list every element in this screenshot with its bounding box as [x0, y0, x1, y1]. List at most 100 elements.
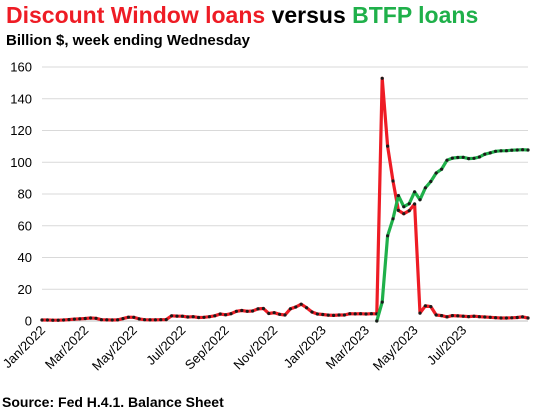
- y-axis: 0 20 40 60 80 100 120 140 160: [10, 60, 32, 329]
- x-tick-label: Mar/2023: [323, 323, 372, 372]
- data-point: [283, 313, 287, 317]
- data-point: [515, 148, 519, 152]
- data-point: [488, 315, 492, 319]
- data-point: [337, 313, 341, 317]
- data-point: [413, 190, 417, 194]
- x-tick-label: Jan/2022: [0, 323, 48, 371]
- x-tick-label: May/2023: [370, 323, 421, 374]
- data-point: [321, 312, 325, 317]
- data-point: [526, 316, 530, 320]
- data-point: [494, 316, 498, 320]
- data-point: [402, 205, 406, 209]
- data-point: [186, 315, 190, 319]
- data-point: [224, 313, 228, 317]
- data-point: [213, 314, 217, 318]
- data-point: [83, 316, 87, 321]
- data-point: [375, 319, 379, 323]
- data-point: [305, 306, 309, 310]
- y-tick-label: 40: [18, 250, 32, 265]
- data-point: [521, 148, 525, 152]
- data-point: [467, 157, 471, 161]
- data-point: [126, 315, 130, 319]
- data-point: [450, 156, 454, 160]
- data-point: [197, 315, 201, 320]
- data-point: [180, 314, 184, 318]
- data-point: [402, 212, 406, 216]
- y-tick-label: 160: [10, 60, 32, 75]
- data-point: [386, 234, 390, 238]
- data-point: [386, 144, 390, 148]
- data-point: [423, 304, 427, 308]
- y-tick-label: 60: [18, 218, 32, 233]
- data-point: [461, 314, 465, 318]
- x-tick-label: Jul/2023: [424, 323, 469, 368]
- data-point: [413, 202, 417, 206]
- data-point: [288, 307, 292, 311]
- data-point: [477, 155, 481, 159]
- series-line-discount-window: [40, 76, 530, 322]
- data-point: [396, 194, 400, 198]
- data-point: [499, 149, 503, 153]
- data-point: [94, 316, 98, 320]
- data-point: [99, 318, 103, 322]
- data-point: [504, 316, 508, 320]
- data-point: [440, 167, 444, 171]
- data-point: [148, 318, 152, 322]
- data-point: [450, 314, 454, 318]
- data-point: [202, 315, 206, 319]
- data-point: [159, 318, 163, 322]
- data-point: [445, 158, 449, 162]
- data-point: [472, 314, 476, 318]
- data-point: [515, 315, 519, 320]
- data-point: [364, 312, 368, 316]
- data-point: [67, 318, 71, 322]
- data-point: [218, 312, 222, 316]
- x-tick-label: Sep/2022: [182, 323, 232, 373]
- data-point: [143, 318, 147, 322]
- data-point: [121, 317, 125, 321]
- x-tick-label: Nov/2022: [230, 323, 280, 373]
- data-point: [348, 312, 352, 316]
- data-point: [153, 318, 157, 322]
- data-point: [164, 318, 168, 322]
- data-point: [278, 312, 282, 316]
- title-btfp: BTFP loans: [352, 2, 479, 28]
- x-tick-label: May/2022: [89, 323, 140, 374]
- data-point: [326, 313, 330, 317]
- data-point: [434, 313, 438, 317]
- data-point: [510, 316, 514, 320]
- data-point: [229, 312, 233, 316]
- data-point: [467, 315, 471, 319]
- data-point: [391, 179, 395, 183]
- data-point: [396, 208, 400, 212]
- y-tick-label: 20: [18, 282, 32, 297]
- data-point: [440, 314, 444, 318]
- data-point: [272, 311, 276, 315]
- data-point: [526, 148, 530, 152]
- data-point: [461, 155, 465, 159]
- data-point: [494, 149, 498, 153]
- data-point: [116, 318, 120, 322]
- data-point: [51, 318, 55, 322]
- data-point: [40, 318, 44, 322]
- data-point: [407, 209, 411, 213]
- chart-subtitle: Billion $, week ending Wednesday: [6, 32, 250, 49]
- data-point: [170, 314, 174, 318]
- data-point: [472, 156, 476, 160]
- data-point: [315, 312, 319, 316]
- data-point: [456, 155, 460, 160]
- data-point: [418, 198, 422, 202]
- data-point: [175, 314, 179, 318]
- data-point: [45, 318, 50, 322]
- y-tick-label: 120: [10, 123, 32, 138]
- data-point: [191, 315, 195, 319]
- data-point: [89, 316, 93, 320]
- y-tick-label: 0: [25, 314, 32, 329]
- x-tick-label: Mar/2022: [42, 323, 91, 372]
- data-point: [369, 312, 373, 316]
- data-point: [483, 315, 487, 319]
- data-point: [110, 318, 114, 322]
- data-point: [240, 308, 244, 313]
- y-tick-label: 140: [10, 91, 32, 106]
- data-point: [380, 76, 384, 80]
